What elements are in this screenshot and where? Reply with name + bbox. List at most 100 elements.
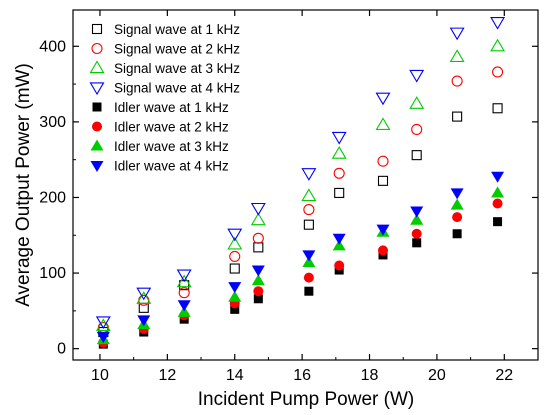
data-point [409, 96, 425, 109]
data-point [411, 150, 422, 161]
legend-label: Signal wave at 2 kHz [114, 42, 240, 57]
data-point [493, 217, 503, 227]
x-tick-label: 10 [91, 367, 109, 384]
data-point [251, 265, 265, 277]
data-point [411, 123, 423, 135]
data-point [410, 206, 424, 218]
data-point [449, 49, 465, 62]
data-point [449, 27, 465, 41]
y-tick-label: 200 [39, 189, 66, 206]
data-point [302, 250, 316, 262]
data-point [452, 111, 463, 122]
x-tick-label: 22 [495, 367, 513, 384]
data-point [412, 238, 422, 248]
data-point [332, 239, 346, 251]
data-point [332, 233, 346, 245]
data-point [227, 228, 243, 242]
x-axis: 10 12 14 16 18 20 22 [91, 10, 513, 384]
plot-frame [72, 9, 539, 361]
data-point [229, 250, 241, 262]
data-point [301, 188, 317, 202]
data-point [375, 92, 391, 106]
data-point [252, 232, 264, 244]
series-6 [98, 198, 503, 348]
x-axis-title: Incident Pump Power (W) [198, 389, 414, 410]
data-point [334, 187, 345, 198]
legend: Signal wave at 1 kHz Signal wave at 2 kHz… [89, 22, 240, 174]
x-tick-label: 14 [226, 367, 244, 384]
data-point [492, 198, 503, 209]
series-7 [96, 186, 505, 345]
y-tick-label: 0 [57, 341, 66, 358]
legend-label: Idler wave at 4 kHz [114, 159, 229, 174]
data-point [490, 16, 506, 30]
data-point [178, 287, 190, 299]
data-point [250, 212, 266, 226]
data-point [177, 300, 191, 312]
data-point [491, 171, 505, 183]
data-point [176, 269, 192, 283]
y-tick-label: 100 [39, 265, 66, 282]
data-point [302, 255, 316, 268]
data-point [331, 146, 347, 159]
series-3 [95, 38, 506, 332]
data-point [250, 202, 266, 216]
y-tick-label: 400 [39, 38, 66, 55]
legend-label: Signal wave at 1 kHz [114, 22, 240, 37]
legend-marker [91, 42, 103, 55]
data-point [334, 260, 345, 271]
data-point [303, 272, 314, 283]
data-point [177, 305, 191, 317]
data-point [227, 236, 243, 250]
data-point [136, 287, 152, 301]
legend-marker [89, 60, 105, 74]
y-axis-title: Average Output Power (mW) [13, 63, 34, 307]
legend-label: Idler wave at 3 kHz [114, 139, 229, 154]
data-point [230, 304, 240, 314]
legend-label: Idler wave at 1 kHz [114, 100, 229, 115]
series-4 [95, 16, 506, 330]
legend-marker [90, 139, 104, 151]
data-point [492, 66, 504, 78]
data-point [450, 198, 464, 210]
data-point [253, 242, 264, 253]
data-point [409, 69, 425, 83]
data-point [490, 38, 506, 52]
data-point [251, 274, 265, 286]
x-tick-label: 20 [428, 367, 446, 384]
y-axis: 0 100 200 300 400 [39, 38, 538, 358]
series-8 [96, 171, 505, 344]
legend-label: Signal wave at 4 kHz [114, 81, 240, 96]
data-point [136, 291, 152, 304]
data-point [378, 245, 388, 256]
data-point [228, 282, 242, 294]
legend-marker [92, 102, 102, 112]
data-point [491, 186, 505, 198]
legend-label: Idler wave at 2 kHz [114, 120, 229, 135]
data-point [492, 103, 503, 114]
data-point [137, 315, 151, 327]
x-tick-label: 12 [158, 367, 176, 384]
data-point [304, 286, 314, 296]
legend-label: Signal wave at 3 kHz [114, 61, 240, 76]
data-point [331, 131, 347, 145]
data-point [303, 204, 315, 216]
x-tick-label: 18 [361, 367, 379, 384]
data-point [253, 294, 263, 304]
legend-marker [92, 121, 102, 132]
data-point [229, 263, 240, 274]
data-point [376, 224, 390, 236]
data-point [333, 167, 345, 179]
data-point [95, 316, 111, 330]
data-point [450, 188, 464, 200]
data-point [228, 290, 242, 302]
data-point [303, 219, 314, 230]
data-point [95, 318, 111, 332]
data-point [411, 228, 422, 239]
data-point [377, 175, 389, 186]
data-series [95, 16, 506, 349]
legend-marker [90, 160, 104, 172]
legend-marker [89, 82, 105, 96]
data-point [176, 274, 192, 288]
data-point [452, 212, 463, 223]
